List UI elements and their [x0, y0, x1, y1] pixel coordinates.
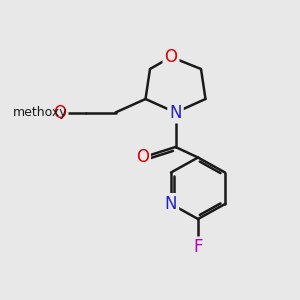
Text: O: O	[136, 148, 149, 166]
Text: O: O	[53, 103, 67, 122]
Text: F: F	[193, 238, 203, 256]
Text: O: O	[164, 48, 178, 66]
Text: methoxy: methoxy	[13, 106, 68, 119]
Text: N: N	[169, 103, 182, 122]
Text: N: N	[165, 195, 177, 213]
